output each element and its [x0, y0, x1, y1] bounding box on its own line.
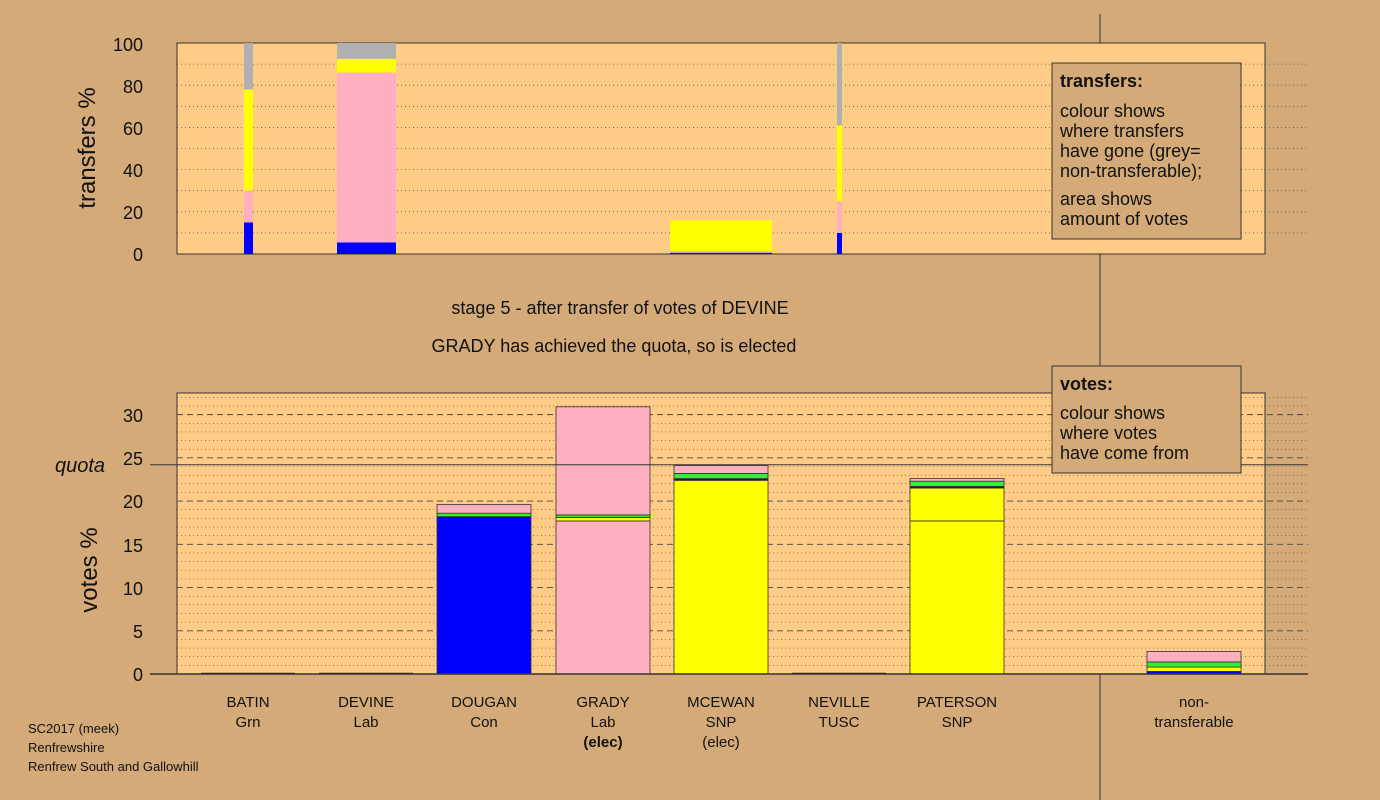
candidate-party: Grn — [235, 714, 260, 731]
legend-line: where votes — [1059, 423, 1157, 443]
tick-label: 60 — [123, 119, 143, 139]
footer-council: Renfrewshire — [28, 740, 105, 755]
tick-label: 0 — [133, 245, 143, 265]
footer: SC2017 (meek) Renfrewshire Renfrew South… — [28, 721, 199, 774]
vote-segment — [1146, 666, 1242, 672]
transfer-segment — [337, 242, 396, 254]
tick-label: 30 — [123, 406, 143, 426]
tick-label: 20 — [123, 492, 143, 512]
tick-label: 80 — [123, 77, 143, 97]
candidate-party: Lab — [590, 714, 615, 731]
legend-line: amount of votes — [1060, 209, 1188, 229]
candidate-party: Lab — [353, 714, 378, 731]
transfer-segment — [837, 232, 842, 254]
elected-caption: GRADY has achieved the quota, so is elec… — [432, 336, 797, 356]
transfer-segment — [337, 58, 396, 73]
candidate-party: SNP — [706, 714, 737, 731]
candidate-party: SNP — [942, 714, 973, 731]
legend-line: area shows — [1060, 189, 1152, 209]
candidate-party: Con — [470, 714, 498, 731]
candidate-name: NEVILLE — [808, 694, 870, 711]
votes-legend: votes: colour shows where votes have com… — [1051, 365, 1242, 474]
footer-election: SC2017 (meek) — [28, 721, 119, 736]
candidate-name: GRADY — [576, 694, 629, 711]
transfer-segment — [670, 220, 772, 251]
nontransferable-label: non- — [1179, 694, 1209, 711]
tick-label: 0 — [133, 665, 143, 685]
transfer-segment — [244, 222, 253, 254]
transfer-segment — [244, 190, 253, 223]
vote-segment — [436, 512, 532, 518]
transfers-legend-box — [1051, 62, 1242, 240]
transfers-legend: transfers: colour shows where transfers … — [1051, 62, 1242, 240]
vote-segment — [673, 465, 769, 474]
legend-line: have come from — [1060, 443, 1189, 463]
transfer-segment — [244, 89, 253, 191]
transfer-segment — [837, 43, 842, 126]
candidate-party: TUSC — [819, 714, 860, 731]
candidate-name: DOUGAN — [451, 694, 517, 711]
vote-segment — [555, 517, 651, 522]
vote-segment — [909, 487, 1005, 522]
transfer-segment — [337, 43, 396, 59]
candidate-name: DEVINE — [338, 694, 394, 711]
transfers-y-axis: 0 20 40 60 80 100 — [113, 35, 143, 265]
vote-segment — [436, 504, 532, 514]
vote-segment — [1146, 661, 1242, 668]
vote-segment — [673, 473, 769, 479]
legend-line: colour shows — [1060, 101, 1165, 121]
transfers-y-axis-title: transfers % — [74, 87, 101, 208]
transfer-segment — [837, 125, 842, 202]
vote-segment — [555, 520, 651, 675]
nontransferable-label: transferable — [1154, 714, 1233, 731]
transfer-segment — [670, 250, 772, 253]
transfer-segment — [837, 201, 842, 233]
tick-label: 10 — [123, 579, 143, 599]
candidate-name: BATIN — [226, 694, 269, 711]
tick-label: 25 — [123, 449, 143, 469]
tick-label: 5 — [133, 622, 143, 642]
legend-line: where transfers — [1059, 121, 1184, 141]
votes-bars — [201, 406, 1242, 675]
tick-label: 100 — [113, 35, 143, 55]
candidate-name: MCEWAN — [687, 694, 755, 711]
votes-legend-title: votes: — [1060, 374, 1113, 394]
transfers-legend-title: transfers: — [1060, 71, 1143, 91]
quota-label: quota — [55, 455, 105, 477]
candidate-labels: BATIN Grn DEVINE Lab DOUGAN Con GRADY La… — [226, 694, 1233, 751]
candidate-name: PATERSON — [917, 694, 997, 711]
transfer-segment — [244, 43, 253, 90]
vote-segment — [909, 478, 1005, 482]
vote-segment — [673, 479, 769, 675]
vote-segment — [909, 520, 1005, 675]
transfers-bars — [244, 43, 842, 254]
vote-segment — [1146, 651, 1242, 663]
legend-line: non-transferable); — [1060, 161, 1202, 181]
votes-y-axis-title: votes % — [76, 527, 103, 612]
candidate-status: (elec) — [583, 734, 622, 751]
vote-segment — [909, 480, 1005, 487]
vote-segment — [555, 406, 651, 516]
stage-caption: stage 5 - after transfer of votes of DEV… — [451, 298, 788, 318]
votes-y-axis: 0 5 10 15 20 25 30 — [123, 406, 143, 685]
footer-ward: Renfrew South and Gallowhill — [28, 759, 199, 774]
tick-label: 15 — [123, 536, 143, 556]
vote-segment — [436, 516, 532, 675]
transfer-segment — [337, 72, 396, 243]
votes-legend-box — [1051, 365, 1242, 474]
tick-label: 20 — [123, 203, 143, 223]
legend-line: have gone (grey= — [1060, 141, 1201, 161]
transfer-segment — [670, 252, 772, 254]
legend-line: colour shows — [1060, 403, 1165, 423]
votes-gridlines — [177, 397, 1308, 666]
candidate-status: (elec) — [702, 734, 740, 751]
tick-label: 40 — [123, 161, 143, 181]
